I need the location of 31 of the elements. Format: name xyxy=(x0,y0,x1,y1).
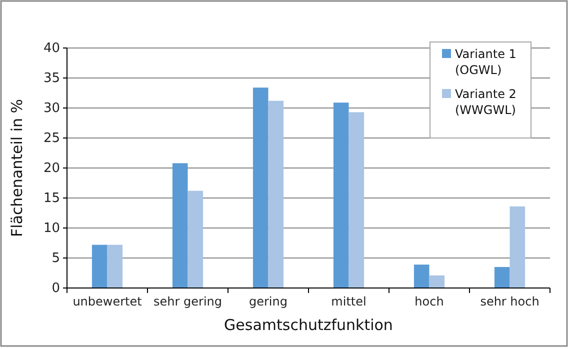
y-tick-label: 15 xyxy=(43,191,60,206)
x-tick-label: hoch xyxy=(414,294,444,309)
x-tick-label: gering xyxy=(249,294,288,309)
bar xyxy=(188,190,204,288)
bar xyxy=(252,88,268,288)
y-tick-label: 40 xyxy=(43,41,60,56)
bar xyxy=(510,206,526,288)
y-tick-label: 0 xyxy=(52,281,60,296)
x-tick-label: unbewertet xyxy=(72,294,142,309)
bar xyxy=(429,275,445,288)
bar xyxy=(348,112,364,288)
y-tick-label: 35 xyxy=(43,71,60,86)
bar xyxy=(107,244,123,288)
y-tick-label: 25 xyxy=(43,131,60,146)
y-tick-label: 5 xyxy=(52,251,60,266)
x-tick-label: sehr hoch xyxy=(480,294,540,309)
legend-label: Variante 2 (WWGWL) xyxy=(455,87,516,117)
x-tick-label: sehr gering xyxy=(154,294,222,309)
y-tick-label: 20 xyxy=(43,161,60,176)
y-tick-label: 30 xyxy=(43,101,60,116)
y-axis-title: Flächenanteil in % xyxy=(8,98,26,238)
bar xyxy=(333,102,349,288)
bar xyxy=(494,267,510,288)
bar xyxy=(92,244,108,288)
bar xyxy=(172,163,188,288)
legend-label: Variante 1 (OGWL) xyxy=(455,47,516,77)
bar xyxy=(268,100,284,288)
x-tick-label: mittel xyxy=(331,294,366,309)
x-axis-title: Gesamtschutzfunktion xyxy=(224,316,393,334)
y-tick-label: 10 xyxy=(43,221,60,236)
bar xyxy=(414,264,430,288)
